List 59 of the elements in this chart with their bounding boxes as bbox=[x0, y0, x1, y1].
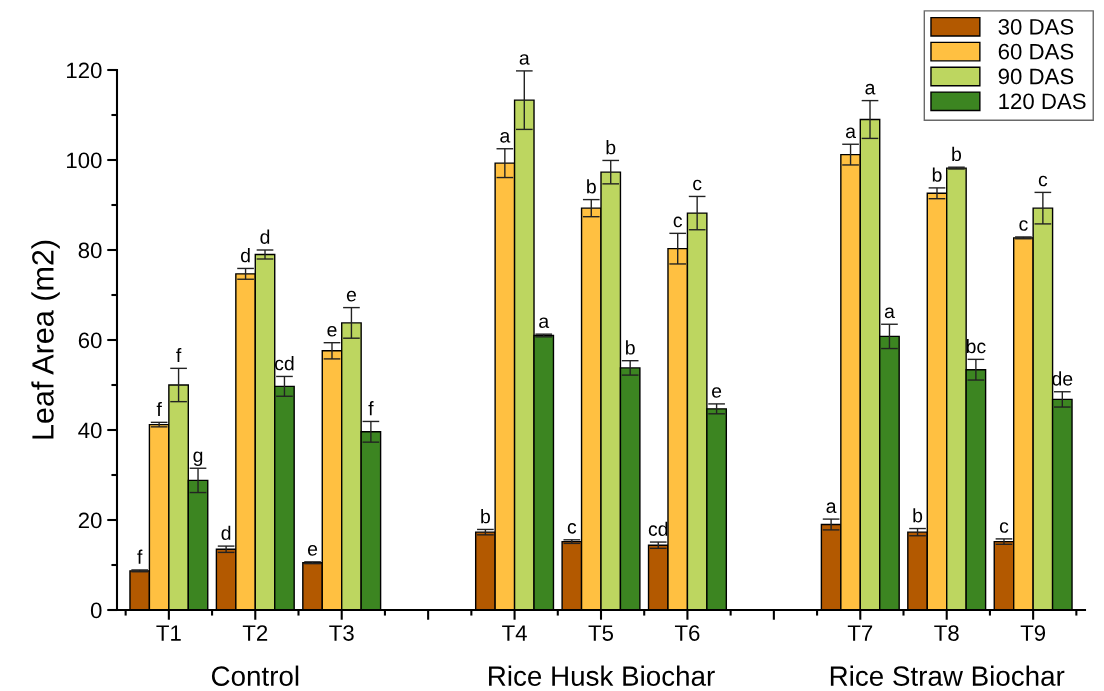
legend-label: 120 DAS bbox=[999, 93, 1086, 110]
y-tick-label: 0 bbox=[90, 602, 102, 619]
data-label: e bbox=[712, 387, 722, 398]
x-tick-label: T3 bbox=[329, 625, 354, 641]
text: Rice Husk Biochar bbox=[489, 665, 715, 686]
data-label: a bbox=[845, 127, 856, 139]
data-label: c bbox=[1038, 175, 1048, 187]
data-label: a bbox=[539, 317, 550, 329]
data-label: b bbox=[913, 508, 923, 523]
x-tick-label: T9 bbox=[1020, 625, 1046, 641]
y-tick-label: 80 bbox=[78, 242, 102, 259]
x-tick-label: T7 bbox=[847, 625, 873, 641]
data-label: d bbox=[221, 525, 231, 541]
data-label: bc bbox=[966, 338, 986, 354]
data-label: g bbox=[193, 451, 203, 466]
data-label: c bbox=[999, 522, 1009, 533]
legend-label: 30 DAS bbox=[998, 18, 1074, 35]
data-label: b bbox=[952, 146, 962, 162]
x-tick-label: T5 bbox=[588, 625, 614, 641]
data-label: cd bbox=[275, 356, 294, 371]
data-label: e bbox=[327, 325, 337, 337]
x-tick-label: T6 bbox=[674, 625, 700, 641]
y-tick-label: 120 bbox=[67, 62, 102, 79]
data-label: c bbox=[567, 523, 577, 534]
y-tick-label: 20 bbox=[78, 512, 102, 529]
data-label: f bbox=[176, 348, 182, 363]
text: Control bbox=[211, 665, 299, 686]
data-label: e bbox=[346, 290, 356, 302]
data-label: e bbox=[307, 545, 318, 556]
x-tick-label: T2 bbox=[242, 625, 268, 641]
data-label: b bbox=[587, 179, 596, 194]
text: Rice Straw Biochar bbox=[830, 665, 1065, 686]
data-label: a bbox=[884, 307, 895, 319]
data-label: c bbox=[673, 216, 683, 228]
y-tick-label: 60 bbox=[78, 332, 102, 349]
legend-label: 60 DAS bbox=[998, 43, 1074, 60]
data-label: a bbox=[865, 83, 876, 95]
data-label: f bbox=[137, 549, 143, 564]
y-tick-label: 100 bbox=[67, 152, 102, 169]
x-tick-label: T4 bbox=[502, 625, 527, 641]
legend-label: 90 DAS bbox=[998, 68, 1074, 85]
data-label: d bbox=[260, 229, 270, 244]
data-label: b bbox=[481, 509, 490, 524]
data-label: c bbox=[1019, 220, 1028, 231]
data-label: de bbox=[1052, 371, 1073, 386]
data-label: c bbox=[693, 179, 702, 191]
data-label: a bbox=[500, 132, 511, 143]
data-label: b bbox=[932, 167, 942, 182]
x-tick-label: T8 bbox=[934, 625, 959, 641]
data-label: a bbox=[826, 502, 837, 514]
data-label: b bbox=[626, 340, 635, 355]
data-label: f bbox=[368, 401, 374, 416]
x-tick-label: T1 bbox=[156, 625, 181, 641]
data-label: f bbox=[156, 402, 162, 417]
data-label: b bbox=[606, 140, 616, 155]
y-axis-title: Leaf Area (m2) bbox=[31, 240, 60, 439]
data-label: d bbox=[240, 248, 250, 263]
data-label: a bbox=[519, 54, 530, 65]
y-tick-label: 40 bbox=[78, 422, 102, 439]
